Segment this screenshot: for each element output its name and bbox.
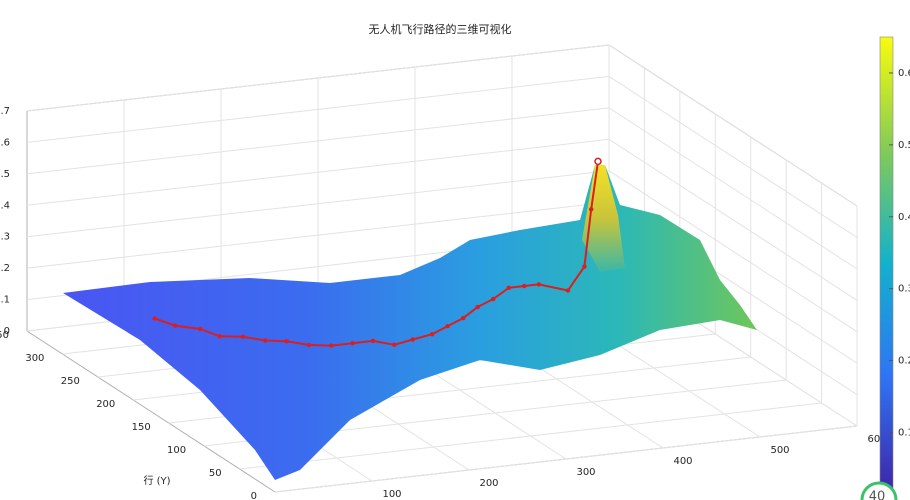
path-point (445, 323, 450, 329)
colorbar-tick-label: 0.5 (898, 140, 910, 151)
axis-edge (26, 330, 276, 493)
y-tick-label: 150 (132, 422, 151, 433)
path-point (594, 157, 602, 166)
grid-line (608, 76, 858, 238)
path-point (429, 331, 435, 337)
chart-title: 无人机飞行路径的三维可视化 (369, 22, 512, 36)
z-tick-label: 0.5 (0, 169, 10, 180)
x-tick-label: 100 (382, 489, 401, 500)
path-point (263, 338, 268, 343)
x-tick-label: 500 (770, 445, 789, 456)
path-point (490, 296, 496, 302)
path-point (217, 334, 222, 339)
grid-line (608, 170, 858, 333)
path-point (410, 337, 415, 342)
z-tick-label: 0.1 (0, 295, 10, 306)
y-tick-label: 0 (251, 491, 257, 500)
path-point (350, 340, 355, 346)
path-point (588, 207, 594, 212)
colorbar-tick-label: 0.4 (898, 212, 910, 223)
y-axis-label: 行 (Y) (143, 474, 170, 487)
y-tick-label: 300 (25, 353, 44, 364)
colorbar (879, 36, 894, 491)
y-tick-label: 50 (209, 468, 222, 479)
grid-line (239, 402, 822, 470)
y-tick-label: 100 (167, 445, 186, 456)
grid-line (26, 138, 610, 206)
grid-line (26, 107, 610, 175)
colorbar-tick-label: 0.6 (898, 68, 910, 79)
path-point (506, 285, 512, 291)
path-point (536, 282, 542, 287)
z-tick-label: 0 (4, 326, 10, 337)
surface (63, 165, 757, 480)
grid-line (26, 201, 610, 269)
x-tick-label: 400 (673, 456, 692, 467)
grid-line (26, 170, 610, 238)
grid-line (608, 107, 858, 270)
badge-ring (860, 481, 898, 500)
y-tick-label: 200 (96, 399, 115, 410)
path-point (582, 264, 587, 269)
z-tick-label: 0.7 (0, 106, 10, 117)
path-point (198, 326, 203, 332)
path-point (306, 342, 312, 348)
grid-line (26, 75, 610, 143)
path-point (475, 304, 480, 310)
z-tick-label: 0.2 (0, 263, 10, 274)
x-tick-label: 600 (867, 434, 886, 445)
z-tick-label: 0.4 (0, 200, 10, 211)
path-point (392, 342, 397, 348)
y-tick-label: 350 (0, 330, 9, 341)
path-point (240, 334, 246, 340)
path-point (522, 283, 527, 289)
path-layer (152, 157, 602, 348)
path-point (370, 338, 376, 344)
path-point (460, 315, 466, 321)
path-point (565, 288, 571, 293)
grid-line (26, 44, 610, 112)
grid-line (274, 425, 858, 493)
path-point (172, 323, 178, 328)
grid-line (608, 138, 858, 301)
grid-line (608, 44, 858, 207)
path-point (328, 343, 334, 348)
colorbar-tick-label: 0.1 (898, 427, 910, 438)
z-tick-label: 0.6 (0, 137, 10, 148)
colorbar-tick-label: 0.3 (898, 284, 910, 295)
x-tick-label: 300 (576, 467, 595, 478)
x-tick-label: 200 (479, 478, 498, 489)
path-point (152, 316, 157, 321)
colorbar-tick-label: 0.2 (898, 356, 910, 367)
z-tick-label: 0.3 (0, 232, 10, 243)
y-tick-label: 250 (61, 376, 80, 387)
path-point (284, 339, 289, 344)
badge: 40 (869, 490, 886, 500)
